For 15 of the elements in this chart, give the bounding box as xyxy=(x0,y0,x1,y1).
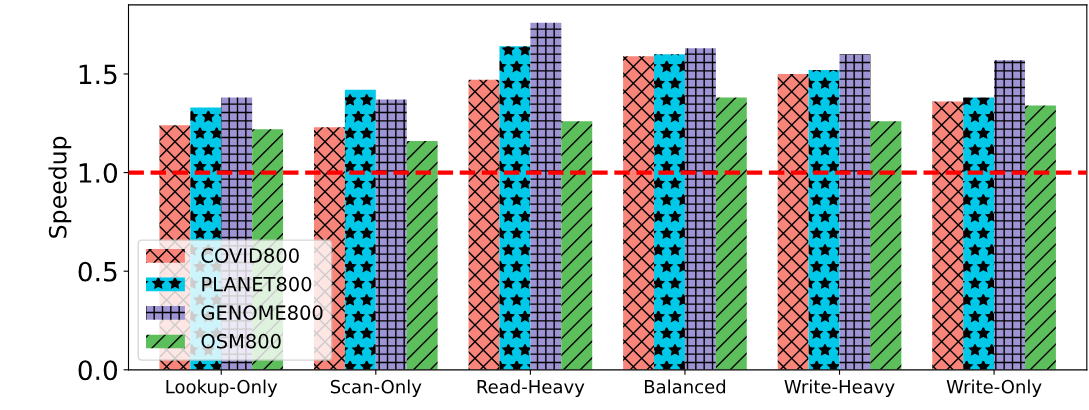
legend-label: GENOME800 xyxy=(201,305,323,321)
legend-label: PLANET800 xyxy=(202,276,312,292)
y-axis-title: Speedup xyxy=(48,136,72,238)
y-tick-label: 1.5 xyxy=(79,64,117,85)
x-tick-label: Read-Heavy xyxy=(477,379,585,398)
x-tick-label: Write-Heavy xyxy=(784,379,895,398)
x-tick-label: Lookup-Only xyxy=(166,379,278,398)
y-tick-label: 0.0 xyxy=(78,360,118,381)
x-tick-label: Scan-Only xyxy=(330,379,422,398)
y-tick-label: 1.0 xyxy=(79,163,118,183)
legend-label: COVID800 xyxy=(201,248,299,263)
x-tick-label: Write-Only xyxy=(946,379,1042,398)
legend-label: OSM800 xyxy=(201,333,281,349)
x-tick-label: Balanced xyxy=(644,379,726,394)
y-tick-label: 0.5 xyxy=(78,261,117,282)
